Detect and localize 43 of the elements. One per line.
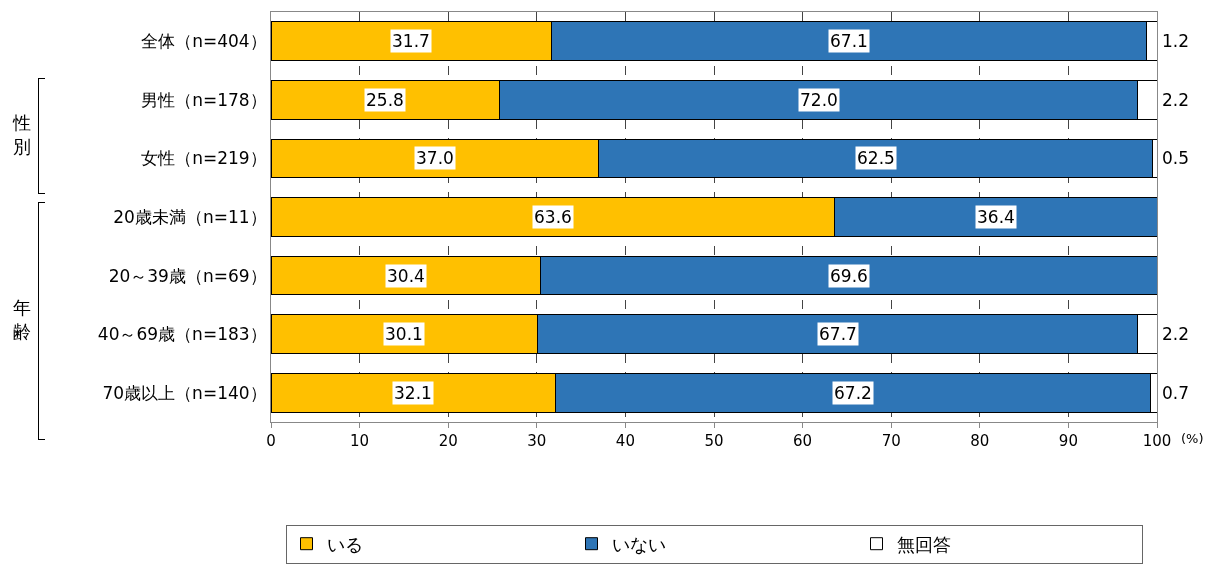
x-tick-label: 30 (527, 432, 547, 450)
x-tick-label: 40 (615, 432, 635, 450)
legend-label: いる (326, 533, 363, 555)
data-label: 69.6 (830, 266, 868, 286)
data-label: 62.5 (857, 148, 895, 168)
x-tick-label: 100 (1142, 432, 1172, 450)
y-tick-label: 全体（n=404） (141, 31, 267, 52)
data-label: 67.7 (819, 324, 857, 344)
legend-label: いない (611, 533, 666, 555)
text: 性別 (13, 111, 31, 160)
data-label: 0.7 (1162, 383, 1190, 403)
x-tick-label: 20 (438, 432, 458, 450)
data-label: 67.2 (834, 383, 872, 403)
data-label: 25.8 (366, 90, 404, 110)
y-tick-label: 40～69歳（n=183） (97, 324, 267, 345)
x-tick-label: 90 (1058, 432, 1078, 450)
data-label: 1.2 (1162, 31, 1190, 51)
y-tick-label: 女性（n=219） (141, 148, 267, 169)
data-label: 67.1 (830, 31, 868, 51)
y-tick-label: 男性（n=178） (141, 89, 267, 110)
x-tick-label: 10 (350, 432, 370, 450)
x-axis-title: (%) (1181, 431, 1204, 446)
x-tick-label: 50 (704, 432, 724, 450)
data-label: 72.0 (800, 90, 838, 110)
y-tick-label: 20歳未満（n=11） (113, 206, 267, 227)
x-tick-label: 0 (266, 432, 276, 450)
x-tick-label: 70 (881, 432, 901, 450)
data-label: 32.1 (394, 383, 432, 403)
legend-label: 無回答 (896, 533, 951, 555)
data-label: 63.6 (534, 207, 572, 227)
data-label: 30.1 (385, 324, 423, 344)
x-tick-label: 60 (793, 432, 813, 450)
data-label: 2.2 (1162, 90, 1190, 110)
y-tick-label: 70歳以上（n=140） (102, 382, 267, 403)
data-label: 30.4 (387, 266, 425, 286)
data-label: 37.0 (416, 148, 454, 168)
data-label: 0.5 (1162, 148, 1190, 168)
data-label: 36.4 (977, 207, 1015, 227)
data-label: 2.2 (1162, 324, 1190, 344)
y-tick-label: 20～39歳（n=69） (108, 265, 267, 286)
x-tick-label: 80 (970, 432, 990, 450)
data-label: 31.7 (392, 31, 430, 51)
text: 年齢 (13, 295, 31, 344)
